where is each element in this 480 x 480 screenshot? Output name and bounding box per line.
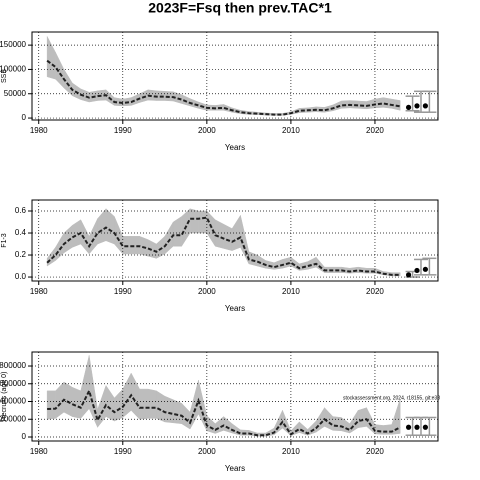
x-tick-label: 1980: [30, 447, 48, 456]
plot-area: [46, 355, 437, 437]
x-axis-label: Years: [225, 143, 245, 152]
y-tick-label: 400000: [0, 397, 27, 406]
plot-area: [46, 208, 437, 278]
confidence-band: [46, 390, 56, 420]
confidence-band: [374, 424, 384, 435]
estimate-line: [46, 216, 401, 276]
confidence-band: [223, 223, 233, 251]
confidence-band: [97, 208, 107, 245]
projection-point: [422, 424, 428, 430]
confidence-band: [206, 210, 216, 248]
confidence-band: [80, 219, 90, 255]
y-tick-label: 0.6: [15, 206, 27, 215]
x-tick-label: 2000: [198, 287, 216, 296]
confidence-band: [172, 216, 182, 247]
confidence-band: [139, 388, 149, 420]
plot-frame: [31, 351, 439, 442]
confidence-band: [214, 219, 224, 249]
x-tick-label: 2010: [282, 447, 300, 456]
y-axis-label: Recruits (age 0): [1, 372, 8, 422]
y-tick-label: 0: [22, 113, 27, 122]
confidence-band: [299, 261, 308, 271]
x-tick-label: 1990: [114, 126, 132, 135]
confidence-band: [105, 384, 115, 422]
x-tick-label: 1990: [114, 447, 132, 456]
projection-point: [414, 103, 420, 109]
x-axis-label: Years: [225, 304, 245, 313]
confidence-band: [72, 386, 82, 419]
y-axis-label: F1-3: [1, 233, 8, 248]
confidence-band: [122, 373, 132, 419]
annotation: stockassessment.org, 2024, r18155, git:e…: [343, 395, 440, 401]
confidence-band: [114, 388, 124, 422]
y-tick-label: 0: [22, 432, 27, 441]
confidence-band: [198, 210, 208, 234]
projection-point: [414, 424, 420, 430]
confidence-band: [172, 399, 182, 424]
confidence-band: [105, 208, 115, 245]
figure-title: 2023F=Fsq then prev.TAC*1: [148, 0, 332, 16]
confidence-band: [147, 388, 157, 419]
confidence-band: [156, 235, 166, 259]
projection-point: [405, 104, 412, 110]
confidence-band: [282, 410, 292, 437]
y-tick-label: 150000: [0, 40, 27, 49]
confidence-band: [130, 236, 140, 255]
confidence-band: [341, 416, 350, 434]
confidence-band: [315, 406, 325, 433]
confidence-band: [189, 208, 199, 234]
x-tick-label: 2000: [198, 126, 216, 135]
confidence-band: [248, 251, 258, 267]
confidence-band: [55, 232, 65, 262]
y-tick-label: 0.0: [15, 272, 27, 281]
y-tick-label: 200000: [0, 414, 27, 423]
projection-point: [405, 272, 412, 278]
confidence-band: [357, 407, 367, 428]
estimate-line: [46, 59, 401, 116]
confidence-band: [63, 68, 73, 97]
plot-frame: [31, 199, 439, 282]
projection-point: [405, 424, 412, 430]
confidence-band: [130, 373, 140, 420]
confidence-band: [80, 355, 90, 420]
x-tick-label: 1990: [114, 287, 132, 296]
estimate-line: [47, 388, 401, 437]
x-axis-label: Years: [225, 464, 245, 473]
plot-area: [46, 36, 437, 116]
y-axis-label: SSB: [1, 69, 8, 83]
confidence-band: [198, 380, 208, 431]
confidence-band: [139, 235, 149, 257]
confidence-band: [164, 221, 174, 255]
confidence-band: [164, 395, 174, 424]
y-tick-label: 600000: [0, 379, 27, 388]
confidence-band: [374, 97, 384, 109]
x-tick-label: 2020: [366, 447, 384, 456]
x-tick-label: 1980: [30, 126, 48, 135]
x-tick-label: 2010: [282, 126, 300, 135]
y-tick-label: 0.4: [15, 228, 27, 237]
projection-point: [414, 267, 420, 274]
confidence-band: [374, 267, 384, 276]
projection-point: [422, 266, 428, 272]
x-tick-label: 2010: [282, 287, 300, 296]
projection-point: [422, 103, 428, 109]
plot-frame: [31, 31, 439, 121]
x-tick-label: 2020: [366, 126, 384, 135]
y-tick-label: 800000: [0, 361, 27, 370]
x-tick-label: 2020: [366, 287, 384, 296]
y-tick-label: 100000: [0, 65, 27, 74]
confidence-band: [332, 416, 342, 432]
confidence-band: [206, 415, 216, 434]
confidence-band: [383, 424, 393, 435]
x-tick-label: 2000: [198, 447, 216, 456]
confidence-band: [156, 390, 166, 423]
x-tick-label: 1980: [30, 287, 48, 296]
confidence-band: [46, 36, 56, 80]
confidence-band: [122, 236, 132, 255]
y-tick-label: 50000: [4, 89, 27, 98]
y-tick-label: 0.2: [15, 250, 27, 259]
confidence-band: [265, 260, 275, 270]
